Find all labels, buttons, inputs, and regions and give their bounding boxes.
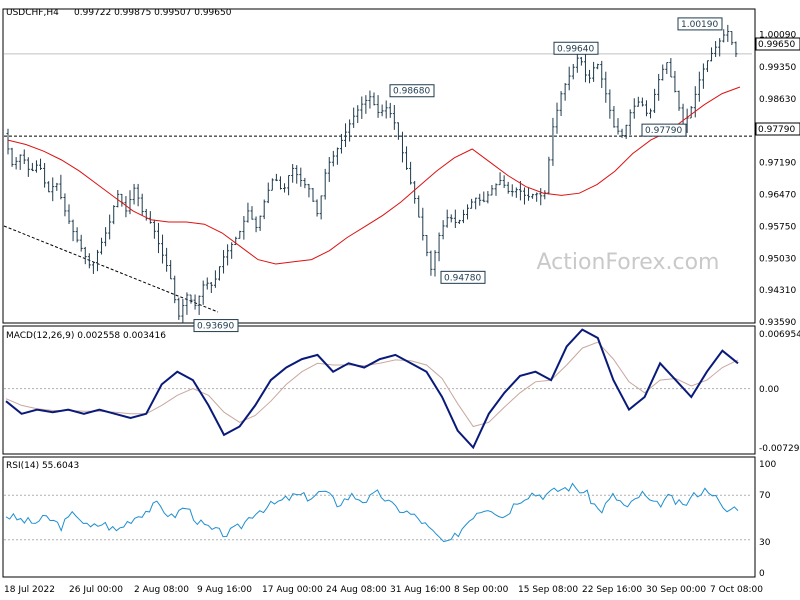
- current-price-tag: 0.99650: [755, 37, 800, 51]
- current-price-label: 0.99650: [758, 40, 795, 50]
- annotation-box: [440, 270, 486, 284]
- annotation-label: 0.94780: [444, 273, 481, 283]
- price-axis: 1.00090 0.99350 0.98630 0.97190 0.96470 …: [759, 30, 796, 328]
- time-tick-label: 26 Jul 00:00: [69, 585, 123, 595]
- time-tick-label: 8 Sep 00:00: [454, 585, 509, 595]
- macd-signal-line: [5, 341, 739, 428]
- rsi-series: [4, 482, 752, 543]
- macd-tick-label: 0.006954: [759, 330, 800, 340]
- macd-tick-label: -0.007294: [759, 444, 800, 454]
- price-annotations: 1.00190 0.99640 0.98680 0.97790 0.94780 0.936…: [193, 17, 723, 333]
- annotation-box: [553, 41, 599, 55]
- macd-main-line: [5, 328, 739, 450]
- annotation-label: 0.99640: [557, 44, 594, 54]
- price-bars: [6, 24, 738, 324]
- price-tick-label: 0.94310: [759, 286, 796, 296]
- moving-average: [7, 86, 741, 265]
- time-tick-label: 15 Sep 08:00: [518, 585, 578, 595]
- moving-average-line: [7, 86, 741, 265]
- level-price-box: [755, 122, 800, 136]
- price-tick-label: 0.98630: [759, 95, 796, 105]
- level-price-tag: 0.97790: [755, 122, 800, 136]
- rsi-panel-frame: [2, 456, 756, 578]
- time-tick-label: 18 Jul 2022: [4, 585, 55, 595]
- time-tick-label: 17 Aug 00:00: [262, 585, 323, 595]
- annotation-label: 0.97790: [645, 126, 682, 136]
- annotation-box: [193, 319, 239, 333]
- rsi-tick-label: 30: [759, 538, 771, 548]
- watermark: ActionForex.com: [537, 250, 720, 275]
- rsi-tick-label: 100: [759, 460, 776, 470]
- time-tick-label: 7 Oct 08:00: [710, 585, 763, 595]
- macd-panel-frame: [2, 325, 756, 455]
- annotation-label: 1.00190: [681, 20, 718, 30]
- macd-label: MACD(12,26,9) 0.002558 0.003416: [6, 331, 166, 341]
- annotation-label: 0.98680: [393, 87, 430, 97]
- time-tick-label: 31 Aug 16:00: [390, 585, 451, 595]
- level-price-label: 0.97790: [758, 125, 795, 135]
- time-tick-label: 24 Aug 08:00: [326, 585, 387, 595]
- time-tick-label: 22 Sep 16:00: [582, 585, 642, 595]
- price-panel-frame: [2, 8, 756, 324]
- annotation-box: [389, 84, 435, 98]
- price-tick-label: 0.97190: [759, 159, 796, 169]
- time-axis: 18 Jul 2022 26 Jul 00:00 2 Aug 08:00 9 A…: [4, 585, 763, 595]
- annotation-box: [641, 123, 687, 137]
- trend-line: [3, 225, 219, 313]
- current-price-box: [755, 37, 800, 51]
- price-tick-label: 1.00090: [759, 30, 796, 40]
- price-tick-label: 0.93590: [759, 318, 796, 328]
- macd-series: [4, 328, 752, 450]
- time-tick-label: 9 Aug 16:00: [197, 585, 252, 595]
- rsi-label: RSI(14) 55.6043: [6, 461, 79, 471]
- time-tick-label: 2 Aug 08:00: [134, 585, 189, 595]
- price-tick-label: 0.99350: [759, 63, 796, 73]
- annotation-label: 0.93690: [197, 322, 234, 332]
- macd-tick-label: 0.00: [759, 385, 779, 395]
- ohlc-label: 0.99722 0.99875 0.99507 0.99650: [74, 8, 232, 18]
- rsi-line: [5, 482, 739, 543]
- annotation-box: [677, 17, 723, 31]
- symbol-label: USDCHF,H4: [6, 8, 59, 18]
- price-tick-label: 0.96470: [759, 191, 796, 201]
- time-tick-label: 30 Sep 00:00: [646, 585, 706, 595]
- rsi-tick-label: 70: [759, 491, 771, 501]
- reference-lines: [3, 53, 752, 313]
- price-tick-label: 0.95750: [759, 222, 796, 232]
- rsi-tick-label: 0: [759, 569, 765, 579]
- price-tick-label: 0.95030: [759, 254, 796, 264]
